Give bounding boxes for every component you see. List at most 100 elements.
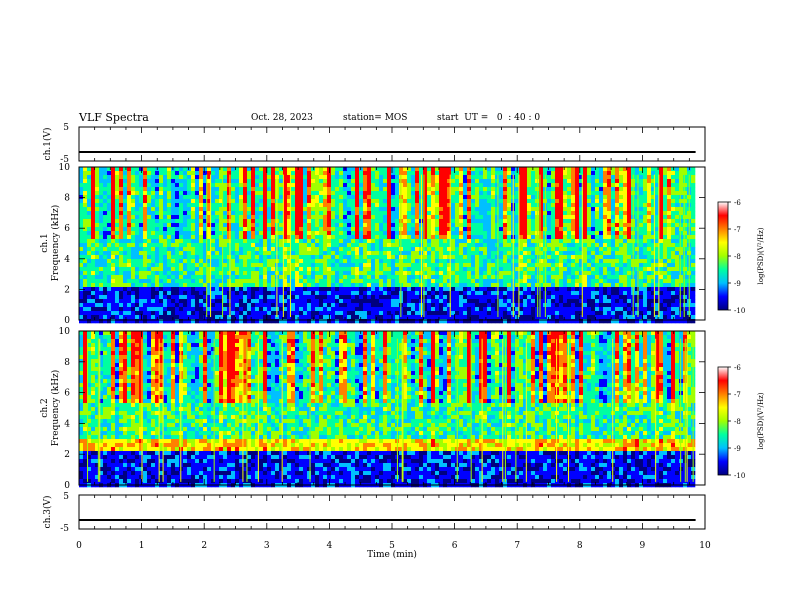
spectrogram-cell [351,283,356,288]
spectrogram-cell [563,259,568,264]
spectrogram-cell [415,215,420,220]
spectrogram-cell [479,267,484,272]
spectrogram-cell [523,167,528,172]
spectrogram-cell [247,211,252,216]
spectrogram-cell [143,243,148,248]
spectrogram-cell [551,271,556,276]
spectrogram-cell [159,195,164,200]
spectrogram-cell [471,287,476,292]
spectrogram-cell [259,235,264,240]
spectrogram-cell [175,191,180,196]
spectrogram-cell [335,255,340,260]
spectrogram-cell [159,167,164,172]
spectrogram-cell [299,219,304,224]
spectrogram-cell [215,287,220,292]
spectrogram-cell [119,311,124,316]
spectrogram-cell [535,183,540,188]
spectrogram-cell [579,211,584,216]
spectrogram-cell [339,283,344,288]
spectrogram-cell [103,179,108,184]
spectrogram-cell [563,219,568,224]
spectrogram-cell [131,259,136,264]
spectrogram-cell [515,211,520,216]
spectrogram-cell [259,319,264,324]
spectrogram-cell [459,231,464,236]
spectrogram-cell [555,259,560,264]
spectrogram-cell [271,215,276,220]
spectrogram-cell [231,295,236,300]
spectrogram-cell [407,215,412,220]
spectrogram-cell [87,243,92,248]
spectrogram-cell [207,167,212,172]
spectrogram-cell [571,271,576,276]
spectrogram-cell [347,203,352,208]
spectrogram-cell [83,167,88,172]
spectrogram-cell [443,235,448,240]
spectrogram-cell [231,311,236,316]
spectrogram-cell [471,219,476,224]
spectrogram-cell [139,259,144,264]
spectrogram-cell [523,319,528,324]
spectrogram-cell [331,175,336,180]
spectrogram-cell [443,187,448,192]
spectrogram-cell [499,187,504,192]
spectrogram-cell [183,187,188,192]
spectrogram-cell [179,259,184,264]
spectrogram-cell [151,311,156,316]
spectrogram-cell [207,191,212,196]
spectrogram-cell [227,307,232,312]
spectrogram-cell [407,247,412,252]
spectrogram-cell [463,175,468,180]
spectrogram-cell [175,183,180,188]
spectrogram-cell [151,227,156,232]
spectrogram-cell [79,319,84,324]
spectrogram-cell [355,299,360,304]
start-time-label: start UT = 0 : 40 : 0 [437,113,541,123]
spectrogram-cell [227,263,232,268]
spectrogram-cell [351,171,356,176]
spectrogram-cell [179,167,184,172]
spectrogram-cell [227,195,232,200]
spectrogram-cell [131,263,136,268]
spectrogram-cell [171,279,176,284]
spectrogram-cell [295,295,300,300]
spectrogram-cell [439,287,444,292]
spectrogram-cell [539,255,544,260]
spectrogram-cell [567,307,572,312]
spectrogram-cell [431,247,436,252]
spectrogram-cell [163,211,168,216]
spectrogram-cell [279,175,284,180]
spectrogram-cell [391,215,396,220]
spectrogram-cell [271,183,276,188]
spectrogram-cell [375,315,380,320]
spectrogram-cell [159,191,164,196]
spectrogram-cell [307,171,312,176]
spectrogram-cell [303,167,308,172]
spectrogram-cell [387,195,392,200]
spectrogram-cell [395,279,400,284]
spectrogram-cell [131,195,136,200]
spectrogram-cell [415,183,420,188]
spectrogram-cell [519,251,524,256]
spectrogram-cell [195,291,200,296]
spectrogram-cell [291,279,296,284]
spectrogram-cell [147,267,152,272]
spectrogram-cell [143,219,148,224]
spectrogram-cell [431,235,436,240]
spectrogram-cell [315,267,320,272]
spectrogram-cell [87,319,92,324]
spectrogram-cell [139,227,144,232]
spectrogram-cell [415,299,420,304]
spectrogram-cell [527,275,532,280]
spectrogram-cell [447,295,452,300]
spectrogram-cell [191,223,196,228]
spectrogram-cell [375,183,380,188]
spectrogram-cell [563,275,568,280]
spectrogram-cell [207,307,212,312]
spectrogram-cell [119,243,124,248]
spectrogram-cell [203,179,208,184]
spectrogram-cell [331,183,336,188]
spectrogram-cell [247,271,252,276]
spectrogram-cell [523,211,528,216]
spectrogram-cell [115,271,120,276]
